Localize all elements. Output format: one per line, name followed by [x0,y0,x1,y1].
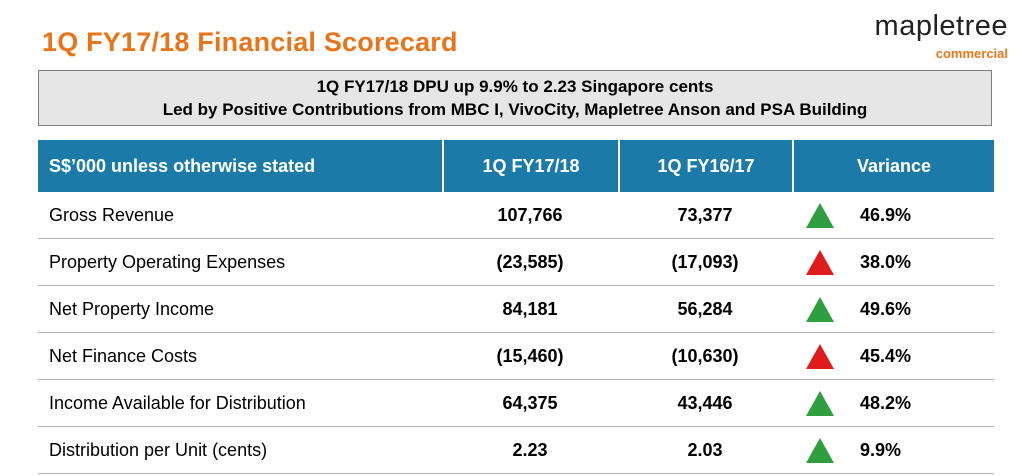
row-variance: 45.4% [860,345,912,366]
row-current-value: 2.23 [512,439,548,460]
banner-line-2: Led by Positive Contributions from MBC I… [162,100,868,119]
table-row-net-property-income: Net Property Income 84,181 56,284 49.6% [38,286,994,333]
row-variance-cell: 38.0% [792,239,994,285]
row-label: Income Available for Distribution [49,392,306,413]
row-variance: 46.9% [860,204,912,225]
row-variance-cell: 45.4% [792,333,994,379]
row-previous-value: 73,377 [677,204,733,225]
row-variance: 38.0% [860,251,912,272]
row-previous-value: (17,093) [671,251,739,272]
row-variance-cell: 49.6% [792,286,994,332]
table-row-net-finance-costs: Net Finance Costs (15,460) (10,630) 45.4… [38,333,994,380]
row-previous-value: (10,630) [671,345,739,366]
page-title: 1Q FY17/18 Financial Scorecard [42,27,458,57]
row-current-value: (15,460) [496,345,564,366]
header-units: S$’000 unless otherwise stated [38,140,442,192]
up-red-icon [806,344,834,369]
row-label: Property Operating Expenses [49,251,286,272]
scorecard-table: S$’000 unless otherwise stated 1Q FY17/1… [38,140,994,474]
banner-line-1: 1Q FY17/18 DPU up 9.9% to 2.23 Singapore… [316,77,714,96]
row-variance-cell: 9.9% [792,427,994,473]
table-row-gross-revenue: Gross Revenue 107,766 73,377 46.9% [38,192,994,239]
row-variance: 9.9% [860,439,902,460]
row-label: Distribution per Unit (cents) [49,439,268,460]
logo-subtitle: commercial [935,46,1008,61]
table-row-distribution-per-unit: Distribution per Unit (cents) 2.23 2.03 … [38,427,994,474]
row-variance-cell: 48.2% [792,380,994,426]
row-previous-value: 2.03 [687,439,723,460]
mapletree-logo: mapletree commercial [858,10,1010,66]
row-previous-value: 56,284 [677,298,733,319]
row-current-value: 84,181 [502,298,558,319]
up-green-icon [806,203,834,228]
highlight-banner: 1Q FY17/18 DPU up 9.9% to 2.23 Singapore… [38,70,992,126]
up-red-icon [806,250,834,275]
table-header: S$’000 unless otherwise stated 1Q FY17/1… [38,140,994,192]
logo-wordmark: mapletree [874,10,1008,42]
row-label: Net Finance Costs [49,345,198,366]
up-green-icon [806,391,834,416]
row-current-value: 107,766 [497,204,563,225]
table-row-income-available-for-distribution: Income Available for Distribution 64,375… [38,380,994,427]
up-green-icon [806,438,834,463]
header-variance: Variance [792,140,994,192]
header-current-period: 1Q FY17/18 [442,140,618,192]
row-variance-cell: 46.9% [792,192,994,238]
row-current-value: 64,375 [502,392,558,413]
row-previous-value: 43,446 [677,392,733,413]
header-previous-period: 1Q FY16/17 [618,140,792,192]
row-label: Gross Revenue [49,204,175,225]
row-current-value: (23,585) [496,251,564,272]
row-variance: 48.2% [860,392,912,413]
up-green-icon [806,297,834,322]
row-variance: 49.6% [860,298,912,319]
table-row-property-operating-expenses: Property Operating Expenses (23,585) (17… [38,239,994,286]
row-label: Net Property Income [49,298,215,319]
